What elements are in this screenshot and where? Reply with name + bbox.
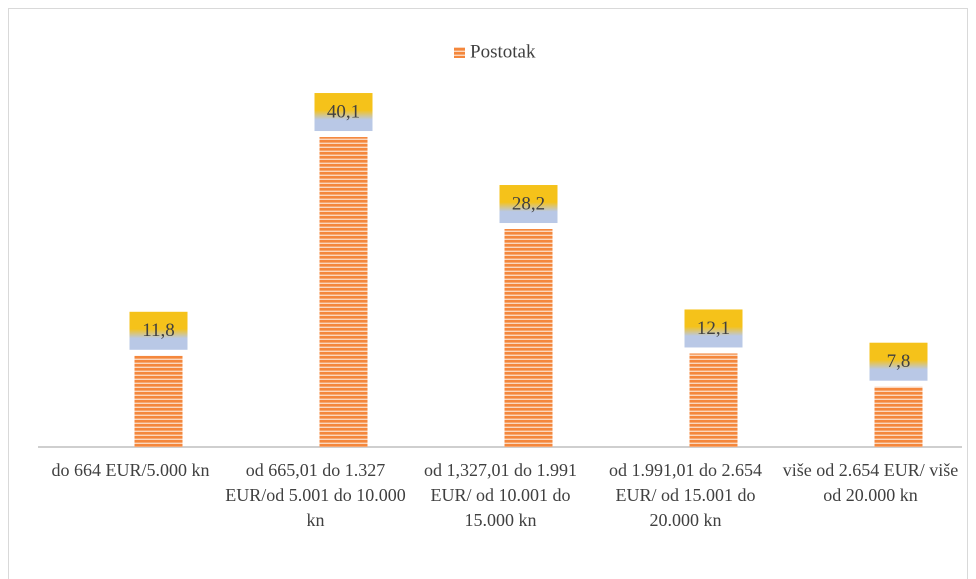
bar bbox=[134, 355, 183, 447]
data-label-box bbox=[499, 185, 558, 224]
data-label: 40,1 bbox=[327, 101, 360, 122]
data-label-box bbox=[684, 309, 743, 348]
x-tick-label: od 665,01 do 1.327 EUR/od 5.001 do 10.00… bbox=[225, 460, 406, 530]
data-label: 11,8 bbox=[142, 320, 175, 341]
chart-border bbox=[8, 8, 968, 579]
bar bbox=[504, 229, 553, 447]
data-label-box bbox=[869, 342, 928, 381]
bar bbox=[319, 137, 368, 448]
bar bbox=[874, 386, 923, 447]
legend-label: Postotak bbox=[470, 41, 536, 62]
data-label: 28,2 bbox=[512, 193, 545, 214]
x-tick-label: do 664 EUR/5.000 kn bbox=[51, 460, 210, 480]
x-tick-label: od 1.991,01 do 2.654 EUR/ od 15.001 do 2… bbox=[609, 460, 762, 530]
data-label-box bbox=[314, 93, 373, 132]
data-label-box bbox=[129, 311, 188, 350]
data-label: 12,1 bbox=[697, 318, 730, 339]
bar bbox=[689, 353, 738, 447]
data-label: 7,8 bbox=[887, 351, 911, 372]
x-tick-label: više od 2.654 EUR/ više od 20.000 kn bbox=[782, 460, 959, 505]
x-tick-label: od 1,327,01 do 1.991 EUR/ od 10.001 do 1… bbox=[424, 460, 577, 530]
legend-swatch bbox=[454, 47, 465, 58]
